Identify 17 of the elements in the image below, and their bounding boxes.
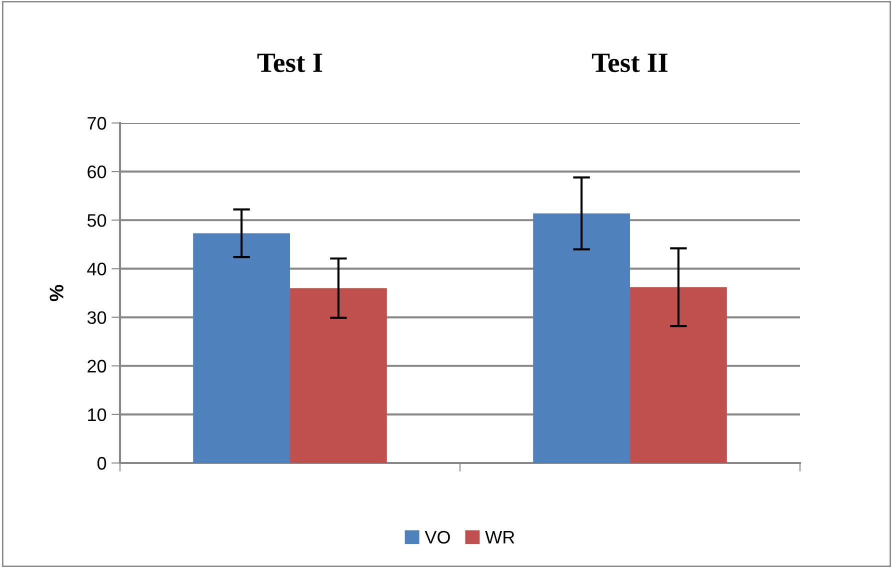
y-tick-label: 60 xyxy=(88,166,106,178)
x-tick-label: Test II xyxy=(592,54,668,72)
bar xyxy=(533,213,630,463)
x-tick-label: Test I xyxy=(257,54,322,72)
y-tick-label: 10 xyxy=(88,408,106,422)
y-tick-label: 50 xyxy=(87,214,106,227)
legend-label: VO xyxy=(424,530,450,544)
y-axis-title: % xyxy=(50,284,64,302)
y-tick-label: 30 xyxy=(87,311,106,324)
bar xyxy=(193,233,290,463)
y-tick-label: 20 xyxy=(88,360,106,373)
bar xyxy=(290,288,387,463)
legend-label: WR xyxy=(485,531,514,544)
y-tick-label: 70 xyxy=(88,116,106,130)
y-tick-label: 40 xyxy=(87,262,106,276)
y-tick-label: 0 xyxy=(97,456,106,470)
bar xyxy=(630,287,727,463)
